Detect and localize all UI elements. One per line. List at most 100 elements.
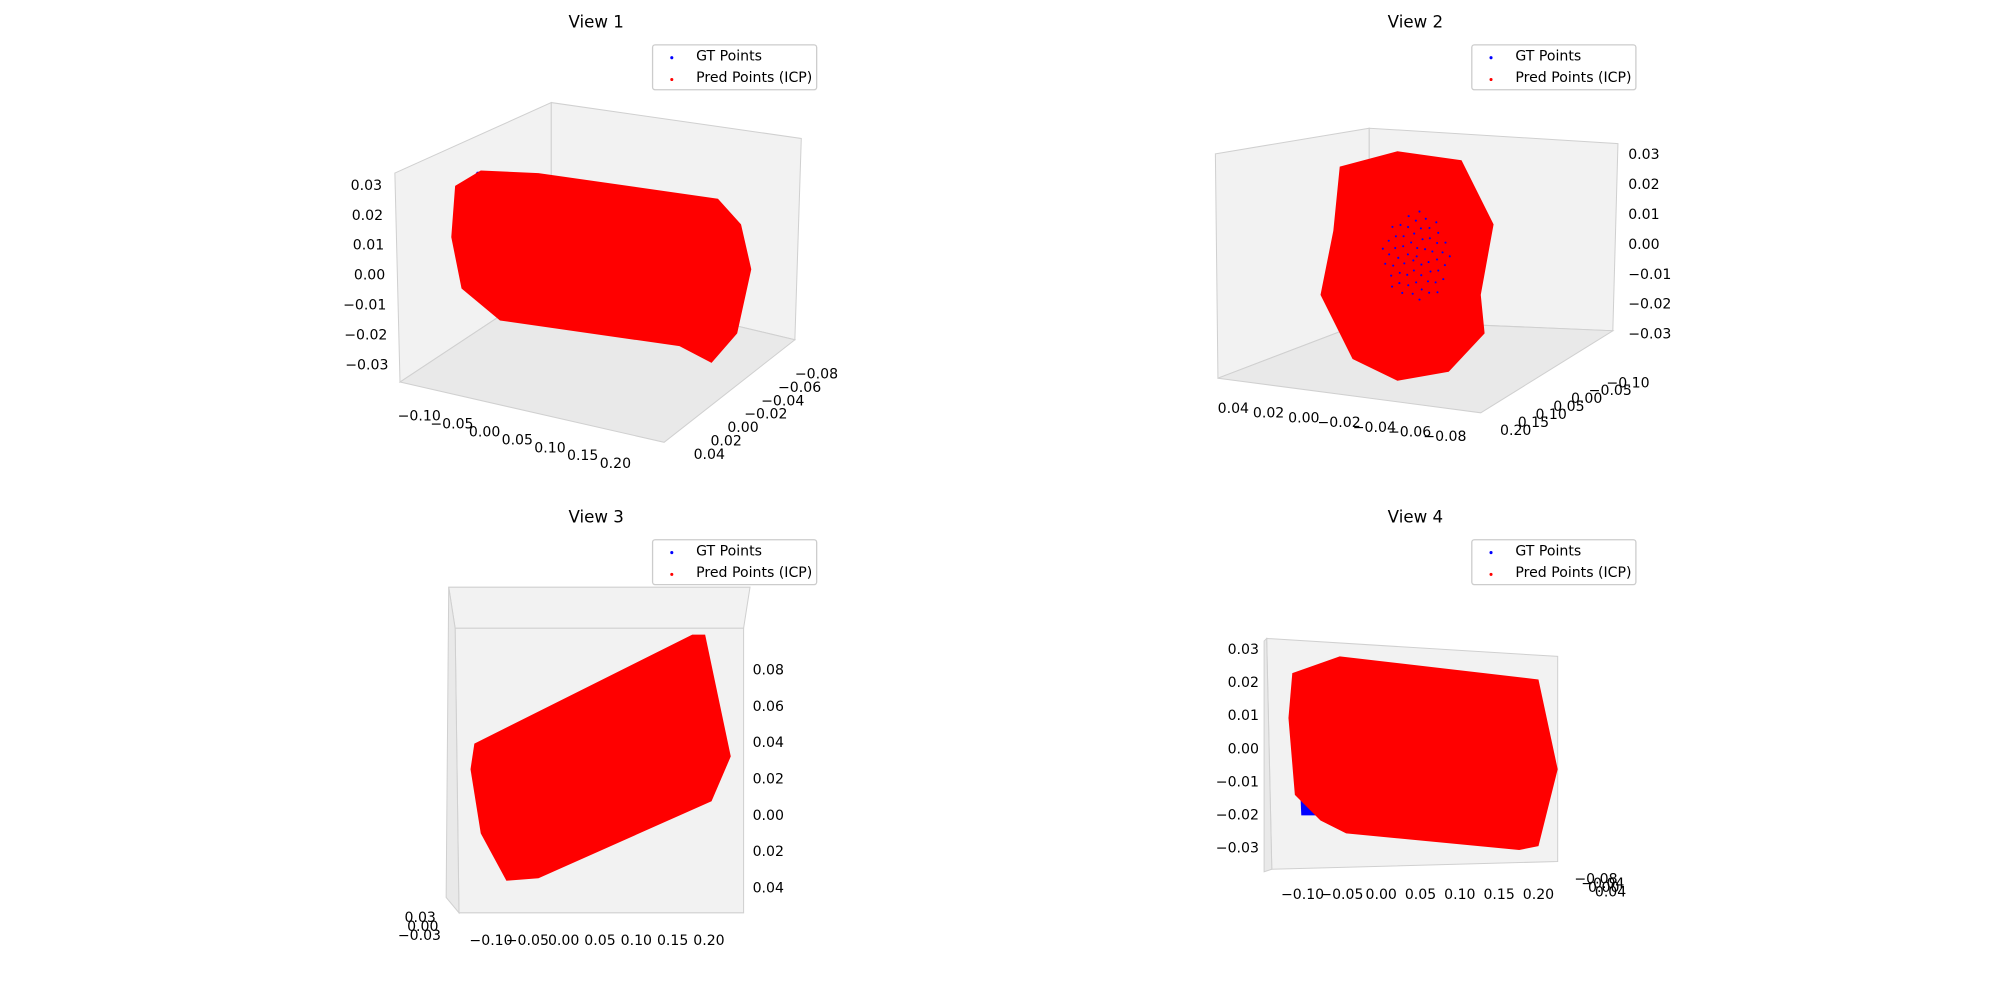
gt-point bbox=[1442, 278, 1445, 281]
pred-cloud bbox=[451, 170, 752, 363]
gt-point bbox=[1397, 256, 1400, 259]
legend-marker bbox=[670, 551, 674, 555]
y-tick-label: 0.05 bbox=[1553, 399, 1584, 415]
subplot: View 1−0.10−0.050.00 0.05 0.10 0.15 0.20−0.0… bbox=[343, 13, 838, 473]
gt-point bbox=[1420, 274, 1423, 277]
legend-marker bbox=[670, 77, 674, 82]
legend-marker bbox=[1489, 56, 1493, 60]
x-tick-label: −0.05 bbox=[430, 417, 473, 433]
gt-point bbox=[1419, 227, 1422, 230]
subplot-title: View 2 bbox=[1388, 13, 1443, 32]
legend-marker bbox=[1489, 572, 1493, 576]
gt-point bbox=[1441, 251, 1444, 254]
x-tick-label: −0.10 bbox=[398, 409, 441, 425]
legend-box bbox=[651, 539, 818, 586]
gt-point bbox=[1407, 215, 1410, 218]
z-tick-label: −0.03 bbox=[1216, 841, 1259, 857]
pred-cloud bbox=[1288, 656, 1558, 850]
z-tick-label: 0.00 bbox=[354, 268, 385, 284]
z-tick-label: 0.03 bbox=[351, 178, 382, 194]
subplot-title: View 3 bbox=[568, 507, 623, 526]
y-tick-label: −0.04 bbox=[1581, 876, 1624, 892]
y-tick-label: 0.02 bbox=[710, 434, 741, 450]
subplot-title: View 4 bbox=[1388, 507, 1443, 526]
gt-point bbox=[1402, 245, 1405, 248]
z-tick-label: 0.01 bbox=[1228, 708, 1259, 724]
z-tick-label: 0.02 bbox=[352, 208, 383, 224]
gt-point bbox=[1394, 247, 1397, 250]
pred-cloud bbox=[470, 634, 731, 881]
x-tick-label: −0.04 bbox=[1353, 420, 1396, 436]
z-tick-label: −0.02 bbox=[344, 327, 387, 343]
x-tick-label: 0.10 bbox=[534, 440, 565, 456]
y-tick-label: 0.04 bbox=[1595, 884, 1626, 900]
y-tick-label: −0.08 bbox=[1574, 871, 1617, 887]
legend-marker bbox=[1489, 551, 1493, 555]
x-tick-label: 0.04 bbox=[1218, 401, 1249, 417]
z-tick-label: 0.02 bbox=[1228, 675, 1259, 691]
x-tick-label: 0.20 bbox=[693, 933, 724, 949]
z-tick-label: −0.02 bbox=[1216, 808, 1259, 824]
y-tick-label: 0.04 bbox=[753, 735, 784, 751]
z-tick-label: −0.01 bbox=[343, 298, 386, 314]
subplot: View 3−0.10−0.05 0.00 0.05 0.10 0.15 0.200.08… bbox=[398, 507, 818, 949]
gt-point bbox=[1429, 270, 1432, 273]
gt-point bbox=[1448, 255, 1451, 258]
y-tick-label: 0.20 bbox=[1500, 423, 1531, 439]
y-tick-label: 0.00 bbox=[727, 420, 758, 436]
x-tick-label: −0.10 bbox=[1281, 887, 1324, 903]
gt-point bbox=[1426, 280, 1430, 283]
x-tick-label: 0.10 bbox=[621, 933, 652, 949]
y-tick-label: 0.02 bbox=[753, 771, 784, 787]
x-tick-label: −0.05 bbox=[1320, 887, 1363, 903]
y-tick-label: −0.10 bbox=[1606, 375, 1649, 391]
x-tick-label: 0.00 bbox=[1288, 410, 1319, 426]
y-tick-label: 0.10 bbox=[1535, 407, 1566, 423]
gt-point bbox=[1388, 253, 1391, 256]
z-tick-label: −0.03 bbox=[345, 357, 388, 373]
y-tick-label: 0.00 bbox=[1571, 391, 1602, 407]
z-tick-label: −0.01 bbox=[1216, 774, 1259, 790]
x-tick-label: 0.00 bbox=[469, 424, 500, 440]
x-tick-label: 0.05 bbox=[502, 432, 533, 448]
x-tick-label: 0.05 bbox=[584, 933, 615, 949]
plots: View 1−0.10−0.050.00 0.05 0.10 0.15 0.20−0.0… bbox=[343, 13, 1671, 949]
y-tick-label: 0.08 bbox=[753, 663, 784, 679]
z-tick-label: 0.03 bbox=[1228, 642, 1259, 658]
gt-point bbox=[1392, 264, 1395, 267]
legend-label: GT Points bbox=[1515, 543, 1581, 559]
gt-point bbox=[1418, 298, 1421, 301]
x-tick-label: 0.15 bbox=[657, 933, 688, 949]
gt-point bbox=[1443, 264, 1446, 267]
gt-point bbox=[1444, 241, 1447, 244]
gt-point bbox=[1412, 259, 1415, 262]
z-tick-label: −0.03 bbox=[1628, 327, 1671, 343]
x-tick-label: −0.08 bbox=[1423, 429, 1466, 445]
gt-point bbox=[1415, 255, 1418, 258]
gt-point bbox=[1420, 263, 1423, 266]
gt-point bbox=[1428, 291, 1431, 294]
gt-point bbox=[1434, 281, 1437, 284]
gt-point bbox=[1394, 235, 1397, 238]
gt-point bbox=[1398, 271, 1401, 274]
gt-point bbox=[1414, 219, 1417, 222]
y-tick-label: −0.02 bbox=[744, 407, 787, 423]
x-tick-label: 0.00 bbox=[548, 933, 579, 949]
z-tick-label: 0.00 bbox=[407, 919, 438, 935]
x-tick-label: 0.10 bbox=[1444, 887, 1475, 903]
z-tick-label: 0.02 bbox=[1628, 177, 1659, 193]
gt-point bbox=[1399, 223, 1402, 226]
gt-point bbox=[1406, 273, 1409, 276]
z-tick-label: 0.01 bbox=[1628, 207, 1659, 223]
gt-point bbox=[1427, 261, 1430, 264]
legend-box bbox=[651, 44, 818, 91]
gt-point bbox=[1410, 241, 1413, 244]
gt-point bbox=[1424, 217, 1427, 220]
pred-cloud bbox=[1320, 151, 1494, 381]
legend-label: GT Points bbox=[696, 48, 762, 64]
y-tick-label: 0.02 bbox=[753, 844, 784, 860]
x-tick-label: −0.02 bbox=[1318, 415, 1361, 431]
gt-point bbox=[1436, 291, 1439, 294]
